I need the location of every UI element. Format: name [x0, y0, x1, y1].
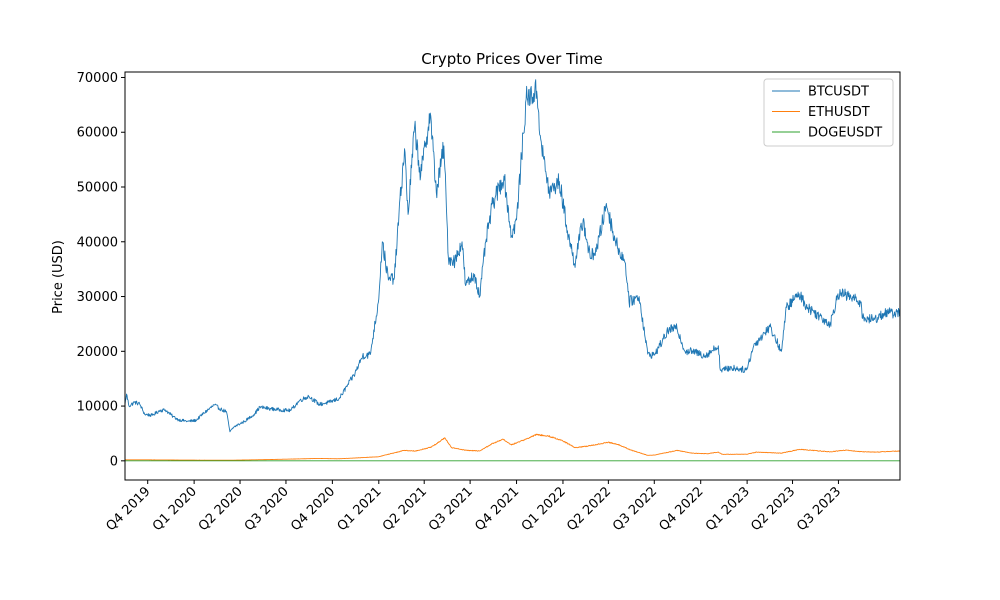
- x-tick-label: Q3 2021: [426, 484, 476, 534]
- y-tick-label: 0: [110, 454, 118, 469]
- legend-label-dogeusdt: DOGEUSDT: [808, 126, 882, 141]
- x-tick-label: Q2 2022: [564, 484, 614, 534]
- x-tick-label: Q4 2019: [104, 484, 154, 534]
- x-tick-label: Q1 2023: [703, 484, 753, 534]
- x-tick-label: Q4 2020: [288, 484, 338, 534]
- series-line-ethusdt: [125, 433, 900, 461]
- y-tick-label: 20000: [77, 345, 118, 360]
- y-tick-label: 10000: [77, 400, 118, 415]
- x-tick-label: Q3 2022: [610, 484, 660, 534]
- legend-box: [763, 78, 894, 147]
- x-tick-label: Q2 2021: [380, 484, 430, 534]
- x-tick-label: Q3 2020: [242, 484, 292, 534]
- x-tick-label: Q4 2022: [657, 484, 707, 534]
- x-tick-label: Q1 2021: [335, 484, 385, 534]
- x-tick-label: Q1 2020: [150, 484, 200, 534]
- x-tick-label: Q2 2020: [196, 484, 246, 534]
- y-axis-label: Price (USD): [51, 240, 66, 314]
- legend: BTCUSDT ETHUSDT DOGEUSDT: [763, 78, 894, 147]
- y-tick-label: 60000: [77, 126, 118, 141]
- y-tick-label: 40000: [77, 235, 118, 250]
- x-tick-label: Q1 2022: [519, 484, 569, 534]
- x-tick-label: Q3 2023: [794, 484, 844, 534]
- y-tick-label: 70000: [77, 71, 118, 86]
- legend-label-btcusdt: BTCUSDT: [808, 85, 869, 100]
- y-tick-label: 30000: [77, 290, 118, 305]
- y-tick-label: 50000: [77, 181, 118, 196]
- legend-label-ethusdt: ETHUSDT: [808, 105, 870, 120]
- plot-frame: [124, 71, 901, 481]
- x-tick-label: Q4 2021: [472, 484, 522, 534]
- x-tick-label: Q2 2023: [748, 484, 798, 534]
- plot-series-group: [125, 79, 900, 462]
- series-line-btcusdt: [125, 79, 900, 433]
- chart-title: Crypto Prices Over Time: [421, 50, 603, 68]
- chart-title-group: Crypto Prices Over Time: [421, 50, 603, 68]
